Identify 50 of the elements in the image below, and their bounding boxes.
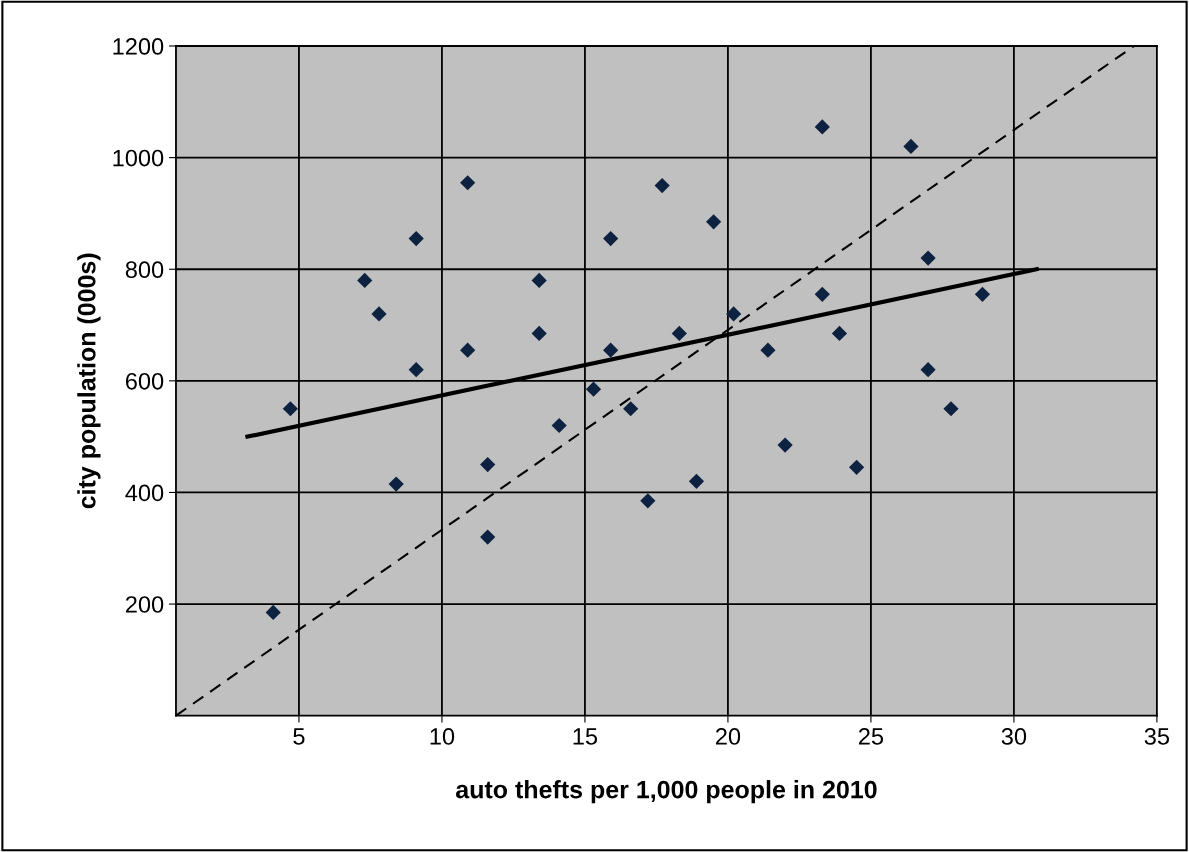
x-tick-label: 5 <box>293 728 305 745</box>
x-tick-label: 15 <box>573 728 598 745</box>
point <box>726 306 742 322</box>
point <box>585 381 602 397</box>
y-tick-label: 1000 <box>113 149 164 167</box>
y-tick-label: 200 <box>125 596 164 613</box>
point <box>943 401 959 417</box>
point <box>654 177 670 194</box>
point <box>603 230 619 247</box>
point <box>603 342 619 358</box>
point <box>371 306 387 322</box>
point <box>814 119 830 135</box>
y-axis-title: city population (000s) <box>77 253 101 509</box>
x-axis-title: auto thefts per 1,000 people in 2010 <box>456 780 877 804</box>
point <box>640 493 656 509</box>
point <box>903 138 919 155</box>
point <box>777 437 793 453</box>
x-tick-label: 20 <box>715 728 741 745</box>
point <box>849 459 865 475</box>
point <box>831 325 848 342</box>
point <box>623 401 639 417</box>
x-tick-label: 30 <box>1001 728 1027 745</box>
point <box>760 342 776 358</box>
point <box>920 362 936 378</box>
point <box>671 325 687 342</box>
y-tick-label: 400 <box>125 484 164 502</box>
x-tick-label: 25 <box>858 728 884 745</box>
point <box>388 476 404 492</box>
point <box>814 286 830 302</box>
point <box>531 325 547 342</box>
y-tick-label: 800 <box>125 261 164 279</box>
point <box>265 604 281 621</box>
y-tick-label: 1200 <box>113 38 164 55</box>
point <box>408 362 424 378</box>
point <box>282 401 298 417</box>
x-tick-label: 10 <box>430 728 455 745</box>
point <box>920 250 936 266</box>
point <box>551 417 567 434</box>
x-tick-label: 35 <box>1144 728 1170 745</box>
point <box>480 456 496 473</box>
point <box>357 272 373 288</box>
point <box>688 473 705 489</box>
point <box>460 342 476 358</box>
y-tick-label: 600 <box>125 372 164 390</box>
point <box>460 175 476 191</box>
point <box>706 214 722 230</box>
point <box>531 272 547 288</box>
point <box>480 529 496 545</box>
point <box>408 230 424 247</box>
point <box>974 286 991 302</box>
